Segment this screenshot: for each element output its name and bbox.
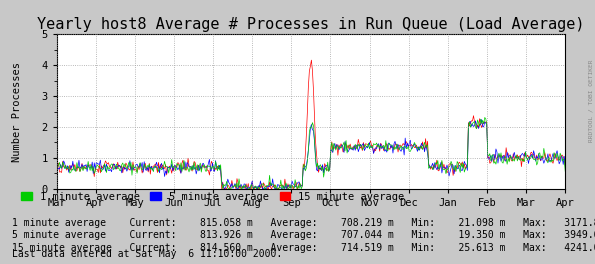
- Title: Yearly host8 Average # Processes in Run Queue (Load Average): Yearly host8 Average # Processes in Run …: [37, 17, 585, 32]
- Text: Last data entered at Sat May  6 11:10:00 2000.: Last data entered at Sat May 6 11:10:00 …: [12, 249, 282, 259]
- Y-axis label: Number Processes: Number Processes: [12, 62, 22, 162]
- Text: 15 minute average   Current:    814.560 m   Average:    714.519 m   Min:    25.6: 15 minute average Current: 814.560 m Ave…: [12, 243, 595, 253]
- Text: RRDTOOL / TOBI OETIKER: RRDTOOL / TOBI OETIKER: [589, 59, 594, 142]
- Text: 1 minute average    Current:    815.058 m   Average:    708.219 m   Min:    21.0: 1 minute average Current: 815.058 m Aver…: [12, 218, 595, 228]
- Text: 5 minute average    Current:    813.926 m   Average:    707.044 m   Min:    19.3: 5 minute average Current: 813.926 m Aver…: [12, 230, 595, 241]
- Legend: 1 minute average, 5 minute average, 15 minute average: 1 minute average, 5 minute average, 15 m…: [17, 188, 409, 206]
